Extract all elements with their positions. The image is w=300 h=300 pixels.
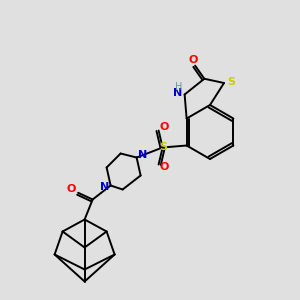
Text: N: N — [100, 182, 109, 193]
Text: O: O — [188, 55, 198, 64]
Text: N: N — [173, 88, 182, 98]
Text: O: O — [160, 122, 169, 133]
Text: H: H — [175, 82, 182, 92]
Text: N: N — [138, 151, 147, 160]
Text: O: O — [66, 184, 76, 194]
Text: S: S — [160, 142, 168, 152]
Text: O: O — [160, 163, 169, 172]
Text: S: S — [227, 77, 235, 87]
